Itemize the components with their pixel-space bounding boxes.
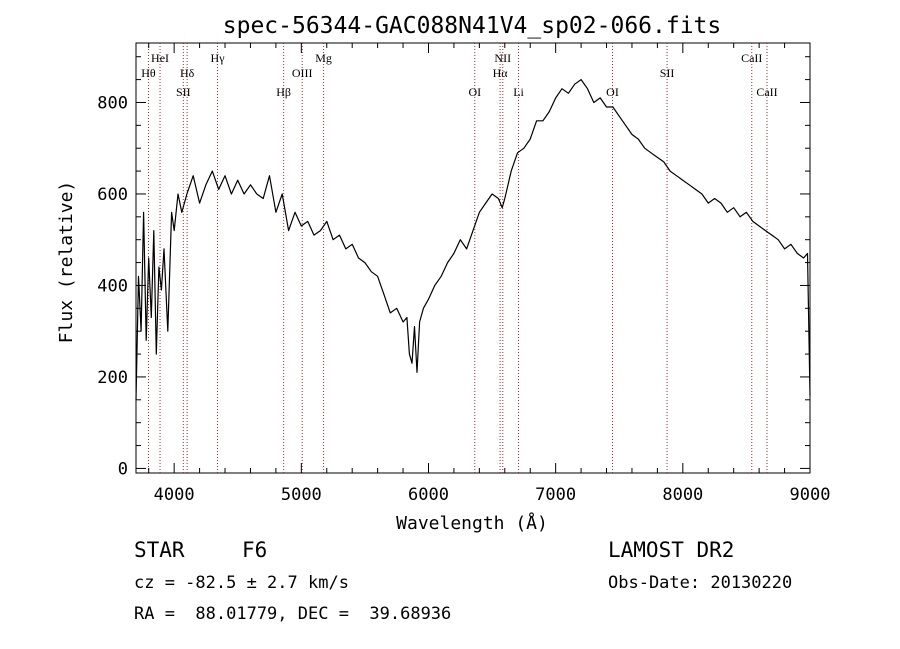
line-marker-label: CaII — [756, 85, 777, 99]
plot-area — [135, 42, 811, 474]
flux-series — [135, 78, 811, 400]
x-tick-label: 8000 — [662, 485, 703, 505]
x-axis-label: Wavelength (Å) — [396, 512, 548, 534]
line-marker-label: Hα — [493, 66, 509, 80]
line-marker-label: SII — [660, 66, 675, 80]
y-tick-label: 800 — [97, 93, 128, 113]
line-marker-label: Hγ — [211, 51, 226, 65]
coordinates-info: RA = 88.01779, DEC = 39.68936 — [134, 604, 452, 624]
x-tick-label: 9000 — [790, 485, 831, 505]
line-marker-label: Hθ — [141, 66, 156, 80]
y-axis-label: Flux (relative) — [56, 181, 77, 344]
line-marker-label: OI — [468, 85, 481, 99]
x-tick-label: 7000 — [535, 485, 576, 505]
chart-title: spec-56344-GAC088N41V4_sp02-066.fits — [223, 13, 722, 39]
y-tick-label: 0 — [118, 459, 128, 479]
redshift-info: cz = -82.5 ± 2.7 km/s — [134, 573, 349, 593]
line-marker-label: HeI — [151, 51, 169, 65]
line-marker-label: Li — [513, 85, 524, 99]
line-marker-label: SII — [176, 85, 191, 99]
y-tick-label: 600 — [97, 185, 128, 205]
y-tick-label: 400 — [97, 276, 128, 296]
line-marker-label: NII — [494, 51, 511, 65]
line-marker-label: Hδ — [180, 66, 195, 80]
x-tick-label: 4000 — [154, 485, 195, 505]
object-subclass: F6 — [242, 538, 268, 562]
x-tick-label: 5000 — [281, 485, 322, 505]
survey-name: LAMOST DR2 — [608, 538, 735, 562]
axis-ticks: 4000 5000 6000 7000 8000 9000 0 200 400 600 800 — [97, 43, 830, 505]
object-class: STAR — [134, 538, 185, 562]
observation-date: Obs-Date: 20130220 — [608, 573, 793, 593]
plot-border — [135, 42, 811, 474]
line-marker-label: Mg — [315, 51, 332, 65]
line-marker-label: OI — [606, 85, 619, 99]
line-marker-label: OIII — [292, 66, 313, 80]
y-tick-label: 200 — [97, 368, 128, 388]
line-marker-label: CaII — [741, 51, 762, 65]
flux-line — [135, 78, 811, 400]
line-marker-label: Hβ — [276, 85, 291, 99]
x-tick-label: 6000 — [408, 485, 449, 505]
